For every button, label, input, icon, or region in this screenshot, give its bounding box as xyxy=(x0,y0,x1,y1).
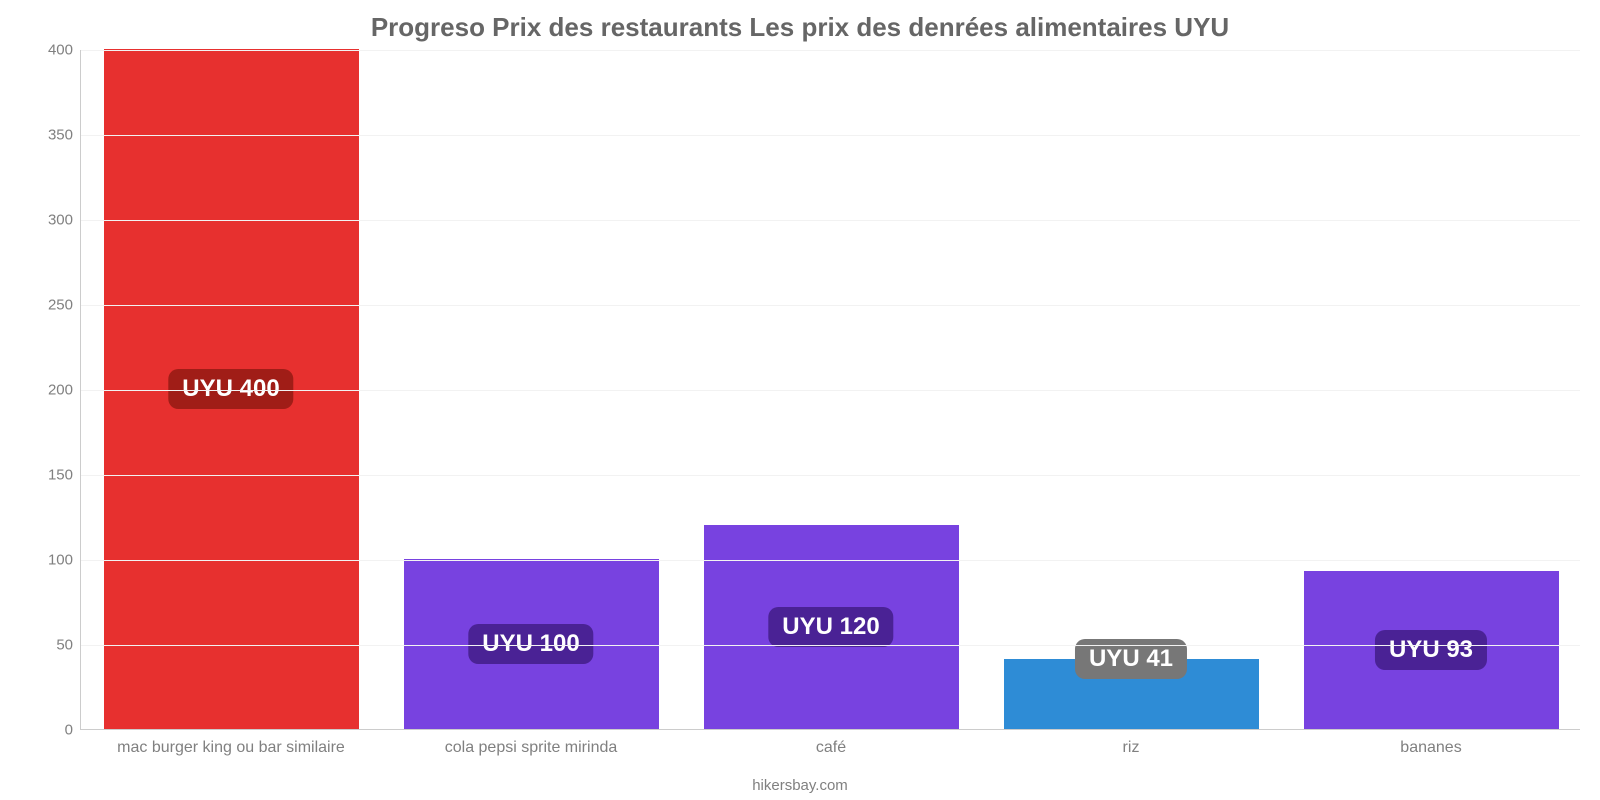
y-tick-label: 100 xyxy=(48,552,81,569)
bar-value-label: UYU 93 xyxy=(1375,630,1487,670)
chart-footer: hikersbay.com xyxy=(0,777,1600,794)
y-tick-label: 0 xyxy=(65,722,81,739)
gridline xyxy=(81,220,1580,221)
chart-title: Progreso Prix des restaurants Les prix d… xyxy=(0,12,1600,43)
y-tick-label: 50 xyxy=(56,637,81,654)
bar-value-label: UYU 120 xyxy=(768,607,893,647)
gridline xyxy=(81,50,1580,51)
gridline xyxy=(81,135,1580,136)
y-tick-label: 350 xyxy=(48,127,81,144)
y-tick-label: 200 xyxy=(48,382,81,399)
x-tick-label: cola pepsi sprite mirinda xyxy=(445,729,618,757)
y-tick-label: 300 xyxy=(48,212,81,229)
price-bar-chart: Progreso Prix des restaurants Les prix d… xyxy=(0,0,1600,800)
gridline xyxy=(81,560,1580,561)
bar-value-label: UYU 100 xyxy=(468,624,593,664)
gridline xyxy=(81,305,1580,306)
x-tick-label: bananes xyxy=(1400,729,1461,757)
x-tick-label: café xyxy=(816,729,846,757)
y-tick-label: 250 xyxy=(48,297,81,314)
y-tick-label: 400 xyxy=(48,42,81,59)
x-tick-label: riz xyxy=(1123,729,1140,757)
plot-area: UYU 400mac burger king ou bar similaireU… xyxy=(80,50,1580,730)
y-tick-label: 150 xyxy=(48,467,81,484)
gridline xyxy=(81,475,1580,476)
bar-value-label: UYU 400 xyxy=(168,369,293,409)
gridline xyxy=(81,390,1580,391)
gridline xyxy=(81,645,1580,646)
x-tick-label: mac burger king ou bar similaire xyxy=(117,729,345,757)
